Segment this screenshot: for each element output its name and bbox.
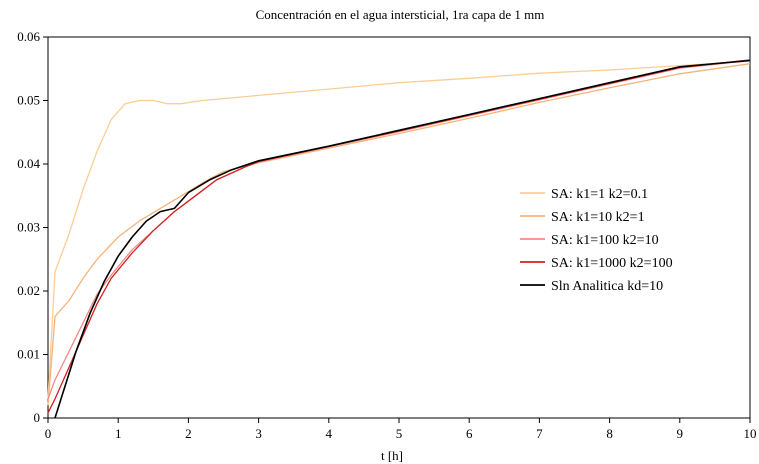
plot-area <box>47 36 751 419</box>
x-tick-label: 10 <box>744 426 757 441</box>
y-tick-label: 0 <box>34 410 41 425</box>
x-tick-label: 3 <box>255 426 262 441</box>
x-axis: 0 1 2 3 4 5 6 7 8 9 10 <box>45 418 757 441</box>
x-tick-label: 6 <box>466 426 473 441</box>
y-tick-label: 0.04 <box>17 156 40 171</box>
series-line <box>47 59 751 400</box>
x-tick-label: 9 <box>677 426 684 441</box>
series-line <box>54 59 751 419</box>
x-tick-label: 2 <box>185 426 192 441</box>
chart-title: Concentración en el agua intersticial, 1… <box>256 7 545 22</box>
y-tick-label: 0.01 <box>17 347 40 362</box>
x-tick-label: 1 <box>115 426 122 441</box>
x-tick-label: 7 <box>536 426 543 441</box>
legend-label: Sln Analitica kd=10 <box>551 279 663 294</box>
legend-label: SA: k1=100 k2=10 <box>551 233 659 248</box>
series-line <box>47 63 751 406</box>
y-tick-label: 0.05 <box>17 93 40 108</box>
y-tick-label: 0.02 <box>17 283 40 298</box>
series-layer <box>47 59 751 419</box>
legend: SA: k1=1 k2=0.1 SA: k1=10 k2=1 SA: k1=100 … <box>520 187 673 294</box>
series-line <box>47 60 751 399</box>
x-tick-label: 4 <box>326 426 333 441</box>
y-tick-label: 0.06 <box>17 29 40 44</box>
x-axis-label: t [h] <box>381 448 403 463</box>
legend-label: SA: k1=10 k2=1 <box>551 210 645 225</box>
x-tick-label: 5 <box>396 426 403 441</box>
y-tick-label: 0.03 <box>17 220 40 235</box>
x-tick-label: 8 <box>606 426 613 441</box>
y-axis: 0 0.01 0.02 0.03 0.04 0.05 0.06 <box>17 29 48 425</box>
legend-label: SA: k1=1000 k2=100 <box>551 256 673 271</box>
legend-label: SA: k1=1 k2=0.1 <box>551 187 648 202</box>
x-tick-label: 0 <box>45 426 52 441</box>
